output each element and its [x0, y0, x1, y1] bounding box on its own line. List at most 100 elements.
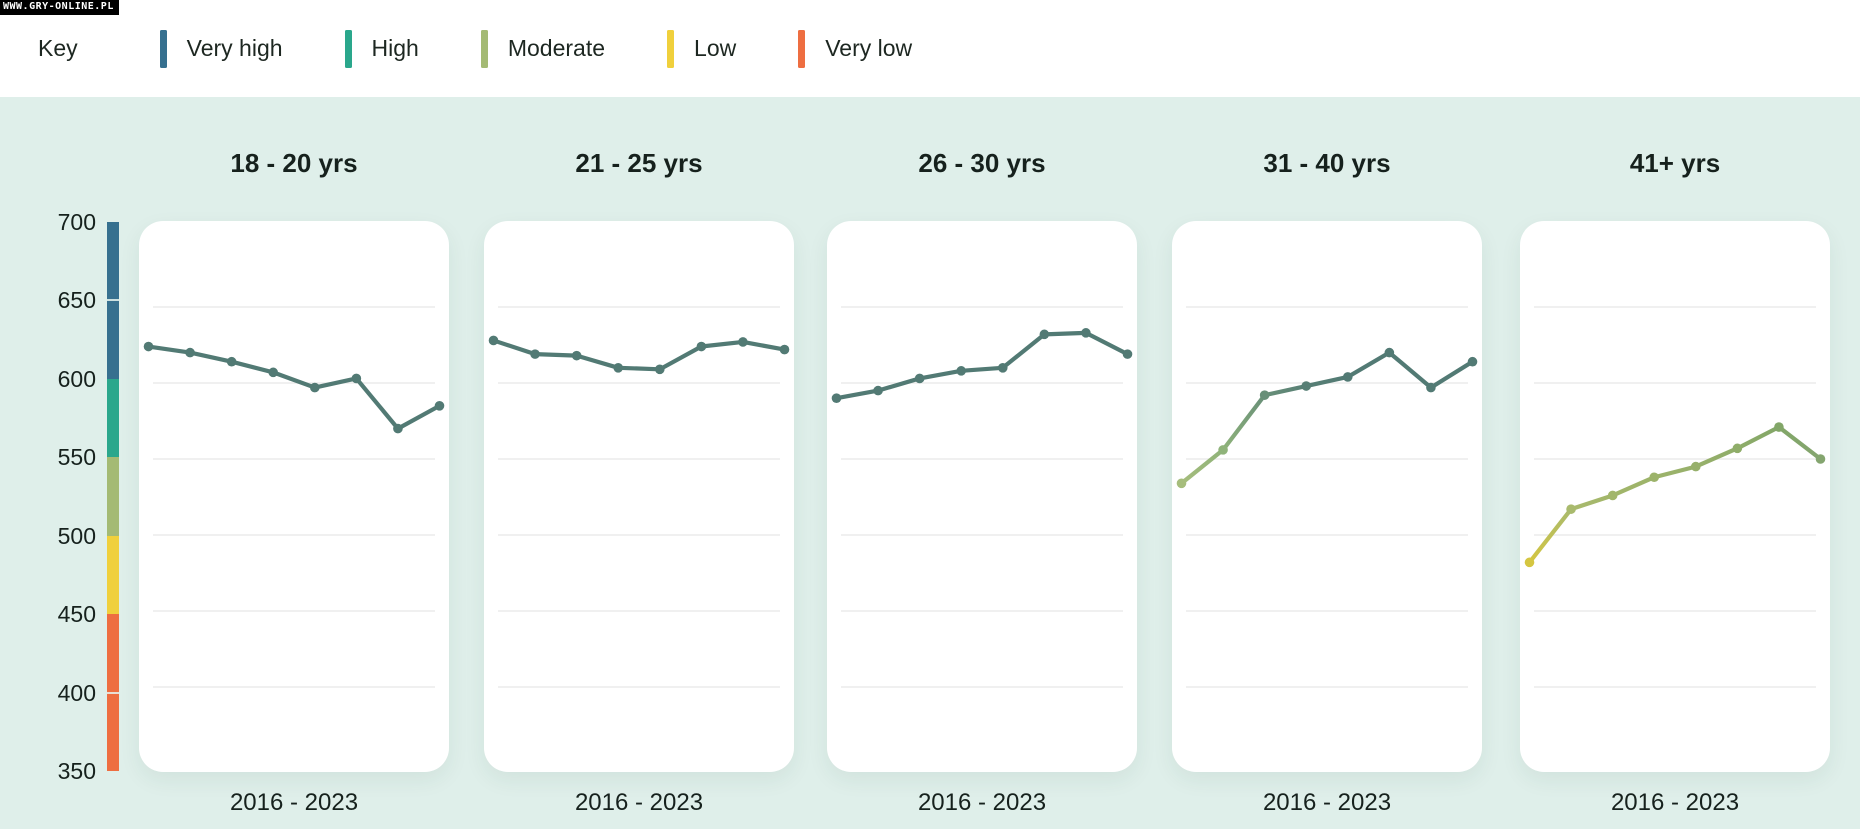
x-axis-label: 2016 - 2023 — [917, 789, 1047, 816]
data-point-marker — [1218, 445, 1228, 455]
line-segment — [1735, 424, 1782, 451]
chart-column: 21 - 25 yrs 2016 - 2023 — [484, 97, 794, 829]
line-segment — [1042, 330, 1089, 337]
line-segment — [146, 344, 193, 355]
line-segment — [395, 403, 442, 431]
legend-items: Very high High Moderate Low Very low — [159, 29, 975, 68]
data-point-marker — [488, 335, 499, 346]
colorbar-notch — [107, 691, 119, 694]
data-point-marker — [1081, 328, 1091, 338]
x-axis-label: 2016 - 2023 — [574, 789, 704, 816]
line-segment — [1179, 447, 1226, 486]
data-point-marker — [1342, 372, 1353, 382]
line-segment — [491, 338, 538, 357]
site-watermark: WWW.GRY-ONLINE.PL — [0, 0, 119, 15]
colorbar-notch — [107, 299, 119, 302]
line-segment — [1000, 332, 1047, 370]
legend-label: Very low — [825, 35, 913, 61]
chart-card — [1172, 221, 1482, 772]
data-point-marker — [1467, 356, 1478, 367]
data-point-marker — [696, 341, 707, 352]
data-point-marker — [914, 373, 925, 384]
chart-title: 31 - 40 yrs — [1263, 148, 1391, 178]
legend-label: Moderate — [507, 35, 606, 61]
data-point-marker — [997, 363, 1008, 373]
chart-column: 26 - 30 yrs 2016 - 2023 — [827, 97, 1137, 829]
line-segment — [699, 339, 746, 349]
data-point-marker — [393, 423, 403, 434]
data-point-marker — [1259, 390, 1270, 400]
data-point-marker — [1176, 478, 1187, 489]
line-segment — [271, 370, 317, 390]
x-axis-label: 2016 - 2023 — [1262, 789, 1392, 816]
y-tick-label: 600 — [57, 365, 96, 392]
chart-title: 41+ yrs — [1629, 148, 1721, 178]
line-segment — [1220, 393, 1267, 452]
data-point-marker — [434, 401, 445, 411]
chart-title: 26 - 30 yrs — [918, 148, 1046, 178]
data-point-marker — [1524, 557, 1535, 568]
data-point-marker — [738, 337, 748, 347]
line-segment — [740, 339, 787, 352]
data-point-marker — [1774, 422, 1784, 432]
data-point-marker — [1815, 454, 1826, 464]
chart-title: 18 - 20 yrs — [230, 148, 358, 178]
line-segment — [1776, 424, 1823, 462]
colorbar-segment — [107, 535, 119, 615]
data-point-marker — [530, 349, 540, 359]
data-point-marker — [956, 366, 967, 376]
legend-item: Low — [667, 29, 736, 68]
legend-item: Very high — [159, 29, 283, 68]
data-point-marker — [654, 364, 665, 375]
data-point-marker — [185, 347, 195, 358]
legend-label: Very high — [186, 35, 283, 61]
line-segment — [1262, 383, 1309, 398]
x-axis-label: 2016 - 2023 — [1610, 789, 1740, 816]
data-point-marker — [143, 341, 154, 352]
legend-swatch — [667, 29, 675, 68]
y-tick-label: 450 — [57, 601, 96, 628]
line-chart-svg — [143, 306, 445, 688]
data-point-marker — [613, 363, 624, 373]
line-segment — [917, 368, 964, 381]
line-segment — [354, 376, 401, 431]
y-tick-label: 500 — [57, 522, 96, 549]
line-segment — [1693, 446, 1740, 469]
legend-item: Moderate — [480, 29, 606, 68]
line-segment — [1083, 330, 1130, 357]
legend-item: Very low — [798, 29, 913, 68]
chart-card — [827, 221, 1137, 772]
chart-column: 31 - 40 yrs 2016 - 2023 — [1172, 97, 1482, 829]
line-segment — [834, 388, 881, 401]
data-point-marker — [1649, 472, 1660, 483]
y-tick-label: 400 — [57, 679, 96, 706]
chart-card — [484, 221, 794, 772]
line-segment — [875, 376, 922, 393]
line-chart-svg — [1176, 306, 1478, 688]
data-point-marker — [831, 393, 842, 403]
data-point-marker — [309, 382, 320, 393]
data-point-marker — [1384, 347, 1395, 358]
legend-swatch — [480, 29, 488, 68]
line-segment — [1610, 475, 1657, 498]
chart-area: 700 650 600 550 500 450 400 350 18 - 20 yrs 2016… — [0, 97, 1860, 829]
line-segment — [1428, 359, 1475, 390]
line-segment — [657, 344, 704, 372]
chart-card — [139, 221, 449, 772]
legend-swatch — [344, 29, 352, 68]
data-point-marker — [1122, 349, 1133, 359]
line-segment — [1387, 350, 1434, 390]
line-segment — [1568, 493, 1615, 512]
line-chart-svg — [831, 306, 1133, 688]
y-axis: 700 650 600 550 500 450 400 350 — [0, 97, 100, 829]
y-axis-colorbar — [107, 222, 119, 771]
chart-card — [1520, 221, 1830, 772]
line-segment — [187, 350, 234, 364]
y-tick-label: 350 — [57, 758, 96, 784]
key-strip: WWW.GRY-ONLINE.PL Key Very high High Moder… — [0, 0, 1860, 97]
line-chart-svg — [488, 306, 790, 688]
data-point-marker — [1566, 504, 1576, 514]
legend-label: High — [371, 35, 419, 61]
data-point-marker — [571, 350, 582, 361]
data-point-marker — [268, 367, 279, 378]
